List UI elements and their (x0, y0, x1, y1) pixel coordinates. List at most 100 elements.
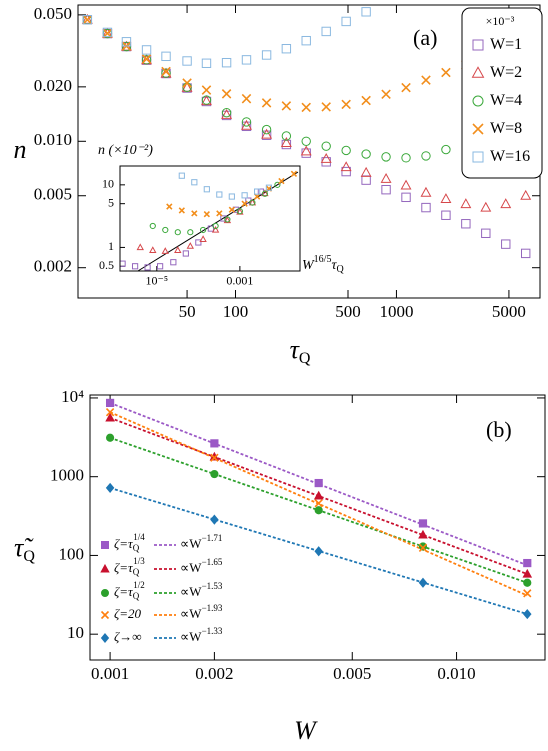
x-tick-label: 10⁻⁵ (146, 274, 169, 288)
marker-triangle (480, 201, 492, 212)
y-tick-label: 1 (108, 239, 114, 253)
legend-label: ζ=τQ1/3 (114, 556, 145, 577)
marker-square (220, 215, 227, 222)
legend-label: ζ→∞ (114, 629, 142, 644)
legend-label-part: ∝W (180, 584, 202, 599)
marker-triangle (460, 198, 472, 209)
x-tick-label: 0.010 (437, 664, 475, 683)
marker-square (178, 172, 185, 179)
marker-circle (361, 149, 371, 159)
legend-label-part: −1.65 (202, 557, 223, 567)
legend-label-part: W=1 (490, 36, 522, 53)
marker-cross (182, 78, 192, 88)
marker-triangle (313, 490, 324, 500)
y-tick-label: 10⁴ (61, 387, 84, 406)
marker-circle (301, 136, 311, 146)
marker-circle (236, 208, 243, 215)
marker-circle (249, 199, 256, 206)
marker-square (203, 186, 210, 193)
marker-circle (472, 95, 484, 107)
marker-square (472, 151, 484, 163)
marker-circle (341, 145, 351, 156)
plot-frame (119, 165, 301, 272)
marker-diamond (314, 546, 323, 557)
y-axis-title: n (14, 135, 27, 164)
marker-square (301, 35, 311, 46)
legend-label-part: ∝W (180, 629, 202, 644)
marker-circle (261, 124, 272, 135)
legend-label: ζ=τQ1/2 (114, 580, 145, 601)
legend-label-part: W=2 (490, 64, 522, 81)
inset-x-title-part: W (302, 258, 315, 273)
x-axis-title: W (294, 716, 318, 745)
inset-background (120, 166, 300, 271)
marker-square (156, 263, 164, 270)
marker-square (254, 188, 261, 195)
y-tick-label: 0.5 (99, 258, 114, 272)
marker-triangle (340, 161, 352, 172)
marker-triangle (522, 568, 533, 578)
marker-triangle (500, 198, 512, 209)
legend-label-part: ζ=τ (114, 584, 134, 599)
marker-circle (441, 144, 451, 155)
legend-label-part: W=8 (490, 120, 522, 137)
marker-cross (361, 95, 371, 106)
y-tick-label: 0.020 (34, 76, 72, 95)
marker-square (261, 130, 272, 140)
marker-square (341, 166, 351, 177)
marker-circle (105, 433, 115, 442)
marker-cross (314, 499, 323, 508)
legend-label: W=16 (490, 148, 530, 165)
marker-cross (210, 453, 219, 462)
marker-cross (278, 177, 285, 185)
marker-square (401, 192, 411, 203)
marker-cross (141, 54, 152, 64)
marker-square (232, 206, 239, 213)
legend-label-part: W=16 (490, 148, 530, 165)
marker-circle (321, 141, 331, 151)
legend-label-part: −1.71 (202, 533, 223, 543)
marker-circle (421, 151, 431, 161)
legend-label: W=8 (490, 120, 522, 137)
marker-triangle (520, 189, 532, 200)
marker-square (314, 478, 323, 488)
marker-circle (212, 222, 219, 230)
marker-triangle (161, 247, 169, 254)
x-tick-label: 5000 (492, 302, 526, 321)
y-tick-label: 10 (67, 623, 84, 642)
marker-circle (187, 229, 194, 236)
legend-label: ∝W−1.71 (180, 533, 222, 551)
legend-label-part: −1.53 (202, 581, 223, 591)
marker-triangle (241, 119, 252, 130)
marker-triangle (186, 242, 195, 249)
marker-cross (261, 98, 272, 108)
marker-square (105, 398, 115, 408)
plot-frame (89, 394, 546, 661)
marker-triangle (300, 145, 312, 156)
x-axis-title: τQ (290, 335, 311, 367)
inset-y-title-part: n (×10⁻²) (98, 143, 153, 158)
legend-label-part: −1.33 (202, 626, 223, 636)
marker-square (221, 110, 232, 121)
marker-square (472, 39, 484, 51)
marker-triangle (149, 246, 157, 253)
marker-cross (253, 193, 261, 200)
marker-square (361, 7, 371, 17)
marker-cross (105, 407, 115, 417)
legend-label-part: ζ=τ (114, 560, 134, 575)
marker-cross (221, 89, 232, 99)
panel-label-part: (b) (486, 417, 512, 442)
inset-x-title-part: 16/5 (314, 254, 332, 265)
marker-square (241, 192, 248, 199)
marker-circle (162, 226, 169, 234)
marker-square (191, 179, 198, 186)
marker-triangle (440, 193, 452, 204)
marker-cross (241, 200, 248, 207)
legend-label-part: Q (133, 567, 140, 577)
marker-cross (228, 206, 235, 213)
y-tick-label: 5 (108, 195, 114, 209)
panel-label: (b) (486, 417, 512, 442)
marker-triangle (174, 246, 182, 253)
marker-cross (203, 210, 210, 218)
